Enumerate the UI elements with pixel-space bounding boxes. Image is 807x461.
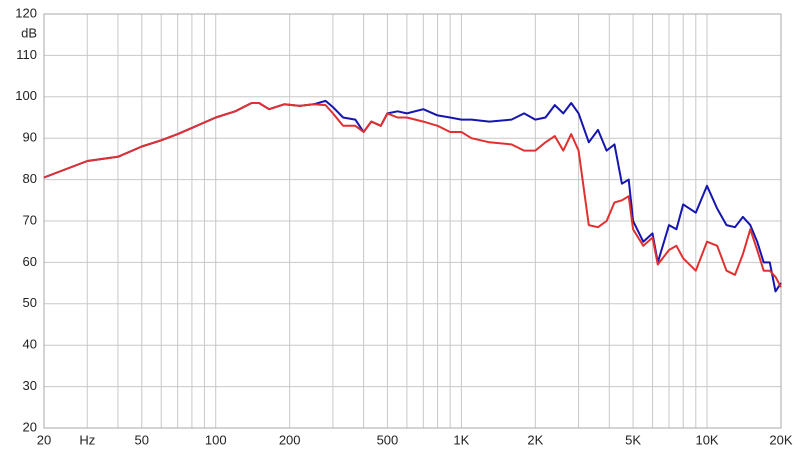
y-tick-label: 70 xyxy=(23,212,37,227)
y-tick-label: 60 xyxy=(23,254,37,269)
y-tick-label: 110 xyxy=(16,47,37,62)
y-tick-label: 50 xyxy=(23,295,37,310)
series-line xyxy=(43,102,782,288)
x-tick-label: 200 xyxy=(279,432,301,447)
x-tick-label: 1K xyxy=(453,432,469,447)
y-tick-label: 90 xyxy=(23,130,37,145)
x-tick-label: 50 xyxy=(135,432,149,447)
y-tick-label: 20 xyxy=(23,419,37,434)
y-tick-label: 40 xyxy=(23,337,37,352)
x-tick-label: 5K xyxy=(625,432,641,447)
y-axis-label: dB xyxy=(21,25,37,40)
y-tick-label: 80 xyxy=(23,171,37,186)
x-tick-label: Hz xyxy=(79,432,95,447)
y-tick-label: 30 xyxy=(23,378,37,393)
x-tick-label: 2K xyxy=(527,432,543,447)
x-tick-label: 10K xyxy=(695,432,718,447)
y-tick-label: 120 xyxy=(15,5,37,20)
x-tick-label: 100 xyxy=(205,432,227,447)
x-tick-label: 20K xyxy=(769,432,792,447)
y-tick-label: 100 xyxy=(15,88,37,103)
x-tick-label: 500 xyxy=(377,432,399,447)
plot-frame xyxy=(43,13,782,429)
x-tick-label: 20 xyxy=(37,432,51,447)
